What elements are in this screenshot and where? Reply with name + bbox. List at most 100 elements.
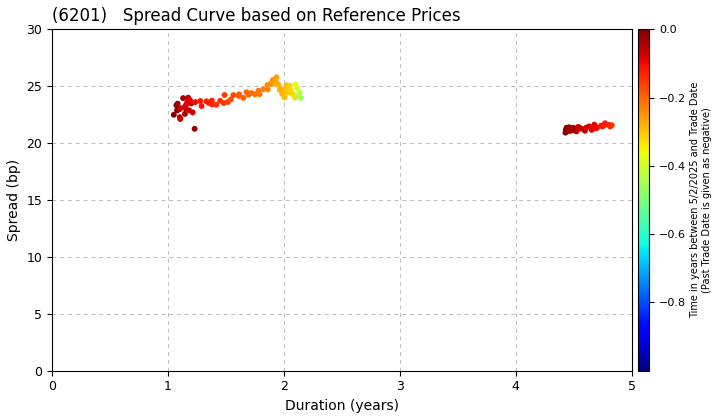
Point: [238, 94, 249, 101]
Point: [179, 110, 191, 117]
Point: [562, 127, 573, 134]
Point: [595, 122, 607, 129]
Point: [262, 86, 274, 93]
Point: [222, 99, 233, 105]
Y-axis label: Spread (bp): Spread (bp): [7, 159, 21, 241]
Point: [580, 124, 592, 131]
Point: [572, 123, 584, 130]
Point: [270, 81, 282, 87]
Point: [277, 90, 289, 97]
Point: [265, 80, 276, 87]
Point: [240, 89, 252, 96]
Point: [561, 124, 572, 131]
Point: [233, 91, 245, 98]
Point: [274, 85, 286, 92]
Point: [289, 81, 301, 88]
Point: [174, 114, 186, 121]
Point: [189, 126, 200, 132]
Point: [196, 102, 207, 109]
Point: [291, 93, 302, 100]
Point: [606, 122, 618, 129]
Point: [215, 97, 226, 104]
Point: [281, 82, 292, 89]
Point: [243, 91, 254, 98]
Point: [570, 126, 581, 133]
Point: [567, 125, 579, 132]
Point: [590, 125, 602, 131]
Point: [563, 124, 575, 131]
Text: (6201)   Spread Curve based on Reference Prices: (6201) Spread Curve based on Reference P…: [52, 7, 461, 25]
Point: [563, 128, 575, 134]
Point: [604, 123, 616, 130]
Point: [292, 92, 304, 98]
Point: [206, 101, 217, 108]
Point: [225, 96, 237, 103]
Point: [186, 100, 197, 107]
Point: [180, 105, 192, 112]
Point: [559, 129, 571, 136]
Point: [289, 94, 301, 101]
Point: [286, 89, 297, 96]
Point: [246, 90, 257, 97]
Point: [567, 126, 579, 133]
Point: [206, 97, 217, 104]
Point: [177, 95, 189, 102]
Point: [184, 107, 195, 114]
Point: [600, 121, 611, 128]
Point: [271, 74, 282, 81]
Point: [168, 111, 179, 118]
Point: [597, 123, 608, 130]
Point: [174, 116, 186, 122]
Point: [271, 79, 282, 86]
Point: [175, 105, 186, 112]
Point: [261, 82, 273, 89]
Point: [233, 92, 244, 99]
Point: [184, 97, 196, 104]
Point: [210, 101, 222, 108]
Point: [179, 103, 191, 110]
Point: [219, 92, 230, 98]
Point: [280, 85, 292, 92]
Point: [583, 123, 595, 130]
Point: [287, 91, 299, 98]
Point: [253, 87, 264, 94]
Point: [189, 99, 201, 105]
Point: [588, 121, 600, 128]
Point: [228, 92, 239, 98]
Point: [274, 87, 286, 93]
Point: [254, 91, 266, 97]
Point: [284, 87, 295, 93]
Point: [570, 128, 582, 135]
Point: [187, 109, 199, 116]
Point: [174, 106, 185, 113]
Point: [294, 89, 305, 96]
Point: [203, 100, 215, 106]
Point: [579, 127, 590, 134]
Point: [172, 100, 184, 107]
Point: [218, 100, 230, 106]
Point: [560, 126, 572, 133]
Point: [603, 121, 615, 128]
Point: [276, 91, 288, 97]
Point: [201, 98, 212, 105]
Point: [249, 91, 261, 97]
Point: [194, 97, 206, 104]
Point: [587, 124, 598, 131]
Point: [182, 94, 194, 101]
Point: [171, 102, 182, 109]
Y-axis label: Time in years between 5/2/2025 and Trade Date
(Past Trade Date is given as negat: Time in years between 5/2/2025 and Trade…: [690, 82, 712, 318]
Point: [599, 120, 611, 126]
Point: [272, 81, 284, 88]
Point: [282, 89, 293, 96]
Point: [571, 125, 582, 132]
Point: [295, 94, 307, 101]
Point: [267, 77, 279, 84]
Point: [171, 107, 183, 114]
Point: [591, 124, 603, 131]
Point: [569, 127, 580, 134]
Point: [180, 102, 192, 108]
Point: [564, 126, 575, 133]
Point: [579, 126, 590, 132]
Point: [575, 125, 587, 132]
Point: [282, 88, 294, 95]
